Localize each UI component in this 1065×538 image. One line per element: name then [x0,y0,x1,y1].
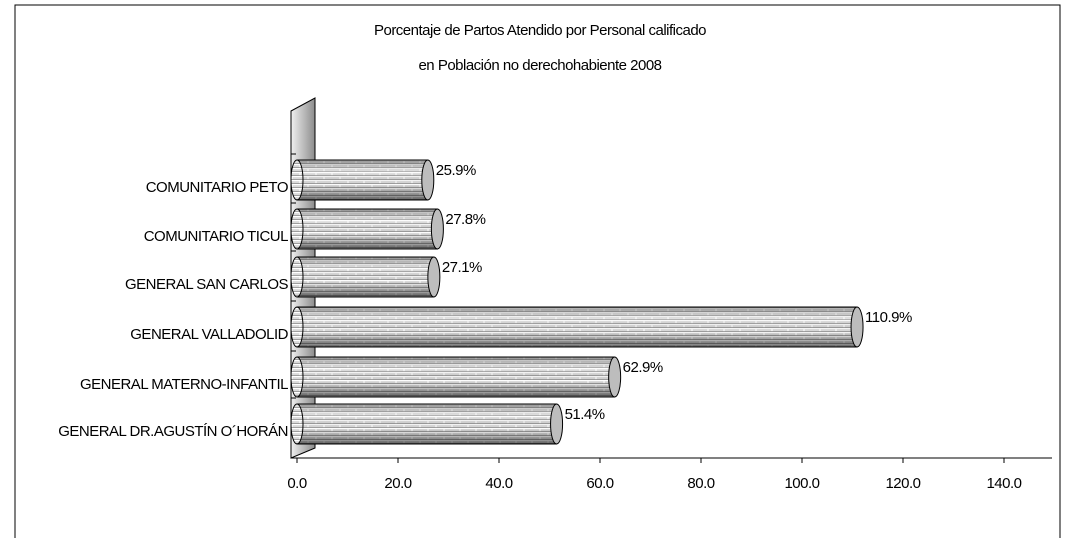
y-tick-label: COMUNITARIO PETO [146,179,288,196]
chart-border [14,4,1061,538]
data-label: 27.1% [442,259,482,276]
bar-base [290,208,304,250]
bar-base [290,159,304,201]
x-tick-label: 120.0 [885,475,920,492]
bar-shade [297,307,858,347]
bar-cap [550,403,564,445]
bar-shade [297,160,428,200]
x-tick-label: 0.0 [287,475,307,492]
bar-cap [608,356,622,398]
bar-base [290,403,304,445]
bar-cap [850,306,864,348]
data-label: 27.8% [445,211,485,228]
bar-shade [297,257,434,297]
data-label: 62.9% [623,359,663,376]
bar-base [290,306,304,348]
y-tick-label: GENERAL VALLADOLID [130,326,288,343]
y-tick-label: GENERAL MATERNO-INFANTIL [80,376,288,393]
x-tick-label: 40.0 [485,475,512,492]
x-tick-label: 20.0 [384,475,411,492]
bar-shade [297,357,615,397]
bar-cap [430,208,444,250]
data-label: 51.4% [565,406,605,423]
data-label: 110.9% [865,309,912,326]
bar-shade [297,404,557,444]
bar-base [290,256,304,298]
x-tick-label: 60.0 [586,475,613,492]
y-tick-label: GENERAL SAN CARLOS [125,276,288,293]
bar-base [290,356,304,398]
chart-title: en Población no derechohabiente 2008 [418,57,661,74]
bar-shade [297,209,438,249]
data-label: 25.9% [436,162,476,179]
y-tick-label: GENERAL DR.AGUSTÍN O´HORÁN [58,423,288,440]
bar-cap [427,256,441,298]
x-tick-label: 140.0 [986,475,1021,492]
bar-cap [421,159,435,201]
x-tick-label: 100.0 [784,475,819,492]
x-tick-label: 80.0 [687,475,714,492]
y-tick-label: COMUNITARIO TICUL [144,228,288,245]
chart-title: Porcentaje de Partos Atendido por Person… [374,22,706,39]
